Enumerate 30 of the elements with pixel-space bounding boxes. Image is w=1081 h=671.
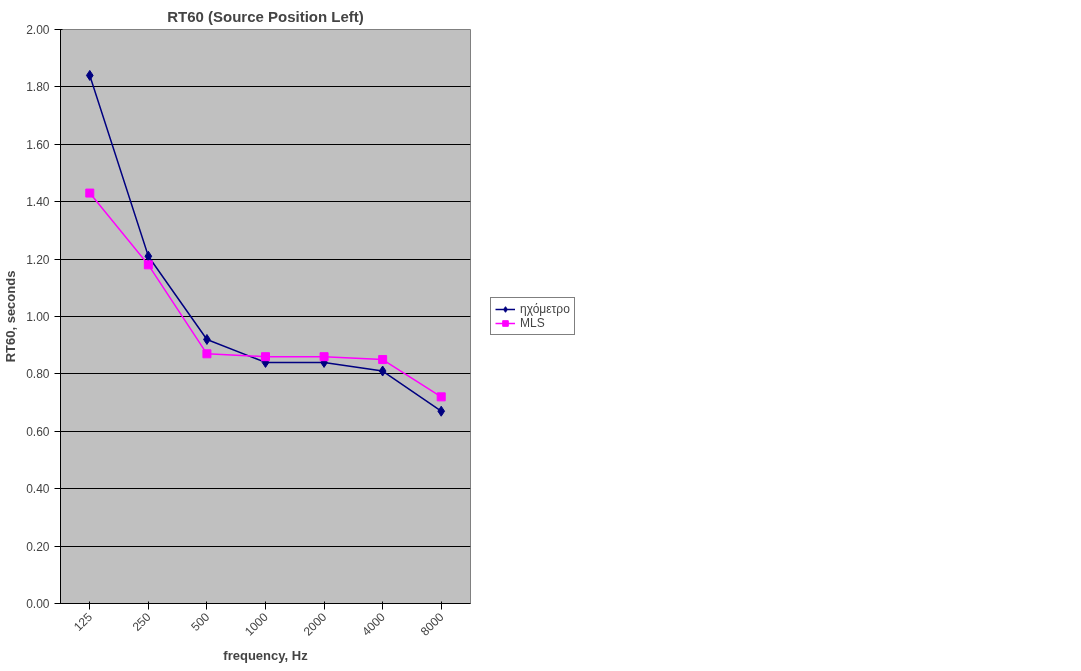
y-tick-label: 1.80 <box>26 80 50 95</box>
point <box>85 69 94 81</box>
y-tick-label: 0.20 <box>26 539 50 554</box>
point <box>261 352 270 362</box>
y-tick-label: 0.80 <box>26 367 50 382</box>
point <box>143 260 153 270</box>
chart-title: RT60 (Source Position Left) <box>167 7 364 25</box>
y-tick-label: 1.60 <box>26 137 50 152</box>
x-axis-title: frequency, Hz <box>223 647 309 663</box>
y-tick-label: 1.20 <box>26 252 50 267</box>
y-axis-title: RT60, seconds <box>3 270 19 363</box>
y-tick-label: 1.00 <box>26 310 50 324</box>
y-tick-label: 0.00 <box>26 597 50 611</box>
y-tick-label: 2.00 <box>26 23 50 37</box>
point <box>437 405 446 417</box>
point <box>436 392 446 402</box>
point <box>378 355 388 365</box>
point <box>85 188 95 198</box>
y-tick-label: 0.60 <box>26 424 50 439</box>
x-tick-label: 250 <box>129 609 154 634</box>
point <box>378 365 387 377</box>
y-tick-label: 0.40 <box>26 482 50 497</box>
legend-label: MLS <box>520 316 545 330</box>
x-tick-label: 125 <box>71 609 96 634</box>
legend-label: ηχόμετρο <box>520 302 570 316</box>
point <box>319 352 329 362</box>
point <box>144 250 153 262</box>
x-tick-label: 500 <box>188 609 213 634</box>
y-tick-label: 1.40 <box>26 195 50 210</box>
point <box>202 349 212 359</box>
